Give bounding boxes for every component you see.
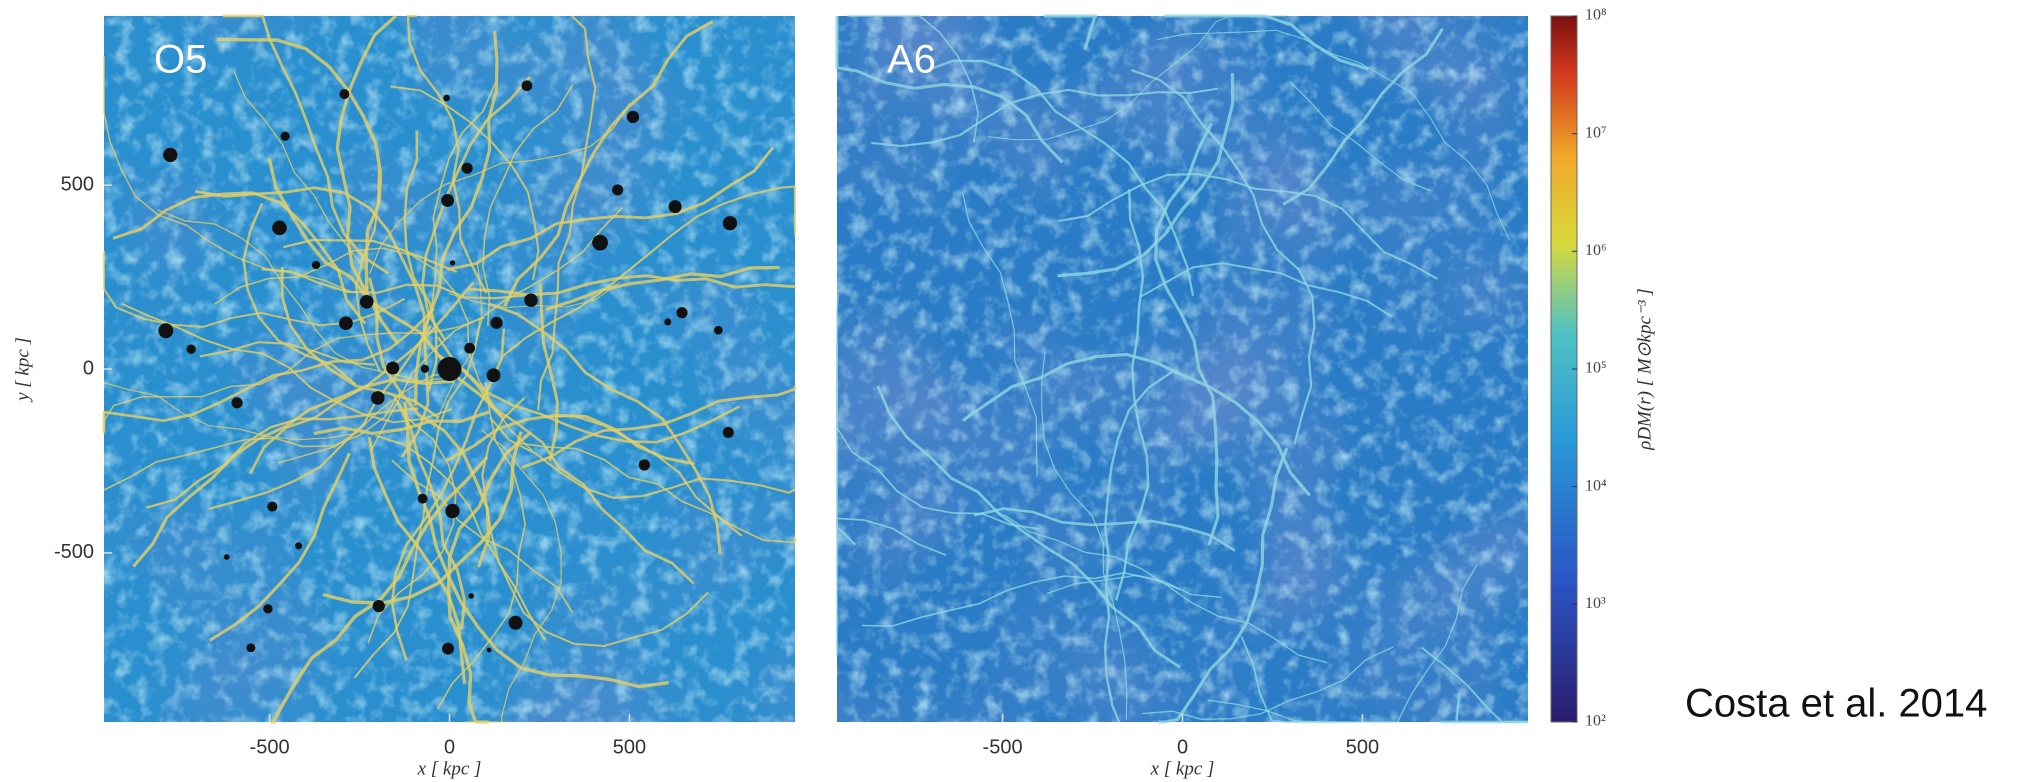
panel-label: O5 (154, 38, 207, 82)
density-map (837, 16, 1528, 722)
colorbar-tick-label: 10² (1585, 713, 1606, 730)
y-tick-label: -500 (54, 541, 94, 563)
panel-label: A6 (887, 38, 936, 82)
halo (714, 326, 723, 335)
halo (267, 501, 277, 511)
halo (723, 216, 737, 230)
halo (373, 600, 385, 612)
x-axis-label: x [ kpc ] (1150, 758, 1215, 779)
density-map (104, 16, 795, 722)
colorbar-tick-label: 10⁶ (1585, 242, 1607, 259)
halo (443, 95, 450, 102)
halo (487, 648, 492, 653)
halo (450, 260, 455, 265)
map-texture (837, 16, 1528, 722)
halo (295, 542, 302, 549)
halo (487, 368, 501, 382)
halo (524, 293, 537, 306)
figure: Costa et al. 2014 O5 -500 0 500 x [ kpc ] -50… (0, 0, 2021, 782)
halo (163, 148, 177, 162)
halo (592, 235, 608, 251)
halo (360, 295, 374, 309)
halo (418, 494, 428, 504)
x-axis-label: x [ kpc ] (417, 758, 482, 779)
y-axis-label: y [ kpc ] (12, 337, 33, 403)
halo (464, 343, 475, 354)
halo (158, 323, 173, 338)
x-tick-label: 500 (1346, 736, 1379, 758)
halo (386, 361, 399, 374)
colorbar-tick-label: 10⁷ (1585, 124, 1607, 141)
y-tick-label: 0 (83, 357, 94, 379)
halo (445, 504, 459, 518)
halo (231, 397, 242, 408)
halo (522, 80, 533, 91)
x-tick-label: -500 (983, 736, 1023, 758)
halo (263, 604, 272, 613)
halo (442, 643, 454, 655)
colorbar-tick-label: 10⁴ (1585, 477, 1607, 494)
colorbar-tick-label: 10³ (1585, 595, 1606, 612)
halo (664, 318, 671, 325)
x-tick-label: 500 (613, 736, 646, 758)
halo (627, 111, 639, 123)
halo (371, 391, 385, 405)
halo (669, 200, 682, 213)
halo (676, 307, 687, 318)
colorbar-tick-label: 10⁵ (1585, 360, 1607, 377)
x-tick-label: 0 (444, 736, 455, 758)
x-tick-label: -500 (250, 736, 290, 758)
halo (490, 317, 502, 329)
x-tick-label: 0 (1177, 736, 1188, 758)
colorbar-tick-label: 10⁸ (1585, 7, 1607, 24)
halo (642, 465, 646, 469)
colorbar-label: ρDM(r) [ M⊙kpc⁻³ ] (1634, 288, 1655, 451)
halo (723, 427, 734, 438)
halo (612, 184, 623, 195)
halo (272, 221, 287, 236)
halo (438, 357, 462, 381)
halo (421, 365, 429, 373)
halo (246, 643, 255, 652)
page: {"chart_data": [ {"type": "image", "labe… (0, 0, 2021, 782)
halo (462, 163, 473, 174)
halo (224, 554, 230, 560)
caption: Costa et al. 2014 (1685, 682, 1987, 726)
halo (441, 194, 454, 207)
halo (339, 89, 349, 99)
halo (509, 616, 523, 630)
y-tick-label: 500 (61, 173, 94, 195)
halo (187, 345, 196, 354)
halo (312, 261, 320, 269)
halo (280, 132, 289, 141)
halo (339, 316, 353, 330)
halo (468, 593, 474, 599)
